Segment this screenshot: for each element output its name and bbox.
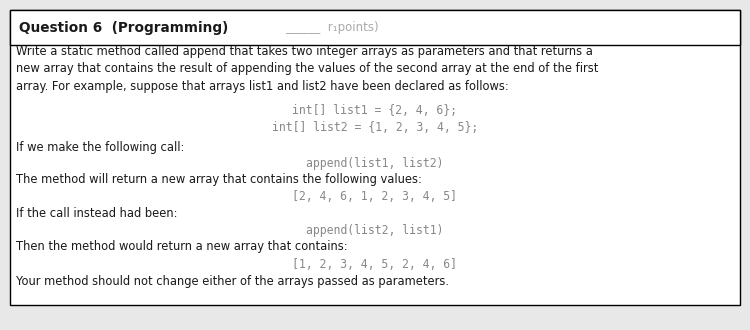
FancyBboxPatch shape [10, 10, 740, 305]
Text: new array that contains the result of appending the values of the second array a: new array that contains the result of ap… [16, 62, 598, 75]
Text: [2, 4, 6, 1, 2, 3, 4, 5]: [2, 4, 6, 1, 2, 3, 4, 5] [292, 190, 458, 203]
Text: int[] list1 = {2, 4, 6};: int[] list1 = {2, 4, 6}; [292, 104, 458, 117]
Text: The method will return a new array that contains the following values:: The method will return a new array that … [16, 173, 422, 186]
Text: If the call instead had been:: If the call instead had been: [16, 207, 178, 220]
FancyBboxPatch shape [10, 10, 740, 45]
Text: array. For example, suppose that arrays list1 and list2 have been declared as fo: array. For example, suppose that arrays … [16, 80, 509, 93]
Text: If we make the following call:: If we make the following call: [16, 141, 184, 154]
Text: Write a static method called append that takes two integer arrays as parameters : Write a static method called append that… [16, 45, 593, 58]
Text: Your method should not change either of the arrays passed as parameters.: Your method should not change either of … [16, 275, 449, 288]
Text: Question 6  (Programming): Question 6 (Programming) [19, 20, 228, 35]
Text: Then the method would return a new array that contains:: Then the method would return a new array… [16, 240, 348, 253]
Text: ______  r₁points): ______ r₁points) [285, 21, 379, 34]
Text: int[] list2 = {1, 2, 3, 4, 5};: int[] list2 = {1, 2, 3, 4, 5}; [272, 120, 478, 134]
Text: append(list2, list1): append(list2, list1) [306, 224, 444, 237]
Text: append(list1, list2): append(list1, list2) [306, 157, 444, 170]
Text: [1, 2, 3, 4, 5, 2, 4, 6]: [1, 2, 3, 4, 5, 2, 4, 6] [292, 257, 458, 271]
